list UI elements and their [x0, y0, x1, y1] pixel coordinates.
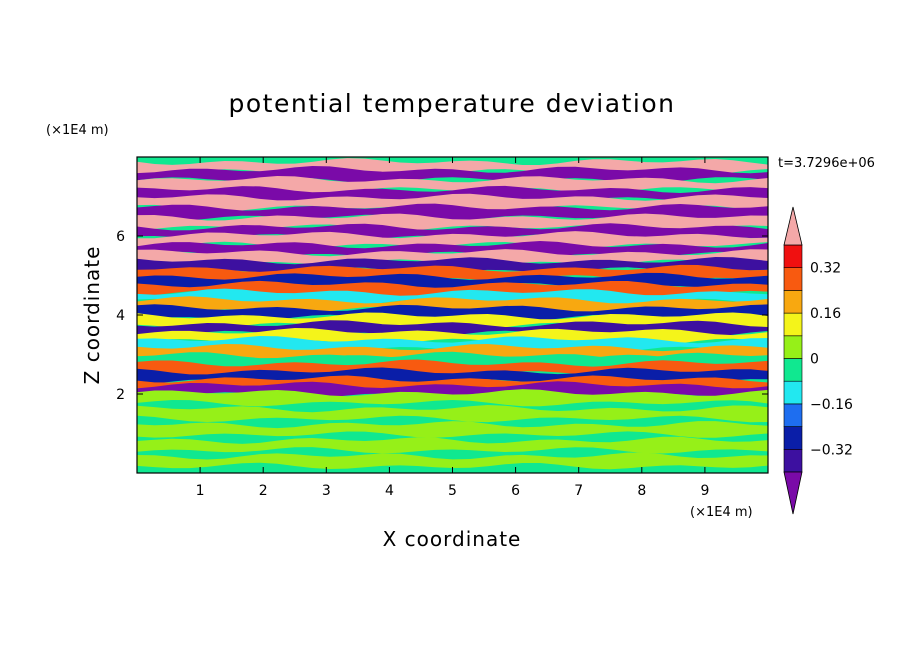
colorbar-segment [783, 358, 803, 382]
contour-band [137, 193, 768, 212]
x-tick-label: 6 [511, 483, 520, 499]
x-tick-label: 3 [322, 483, 331, 499]
colorbar [783, 206, 803, 515]
x-tick-label: 5 [448, 483, 457, 499]
plot-area [136, 156, 769, 474]
time-label: t=3.7296e+06 [778, 156, 875, 171]
z-unit-label: (×1E4 m) [46, 123, 109, 138]
colorbar-segment [783, 426, 803, 450]
colorbar-segment [783, 403, 803, 427]
colorbar-over-triangle [783, 206, 803, 246]
colorbar-segment [783, 380, 803, 405]
y-axis-ticks: 2 4 6 [116, 229, 768, 403]
contour-band [137, 304, 768, 322]
colorbar-tick-label: 0.32 [810, 261, 841, 277]
colorbar-tick-label: 0.16 [810, 306, 841, 322]
contour-band [137, 166, 768, 184]
chart-title: potential temperature deviation [229, 89, 676, 118]
y-tick-label: 4 [116, 308, 125, 324]
contour-band [137, 389, 768, 407]
colorbar-tick-label: −0.32 [810, 442, 853, 458]
y-tick-label: 6 [116, 229, 125, 245]
colorbar-segment [783, 267, 803, 291]
contour-band [137, 421, 768, 438]
colorbar-labels: 0.32 0.16 0 −0.16 −0.32 [810, 261, 853, 459]
y-axis-label: Z coordinate [80, 246, 104, 385]
x-tick-label: 2 [259, 483, 268, 499]
contour-band [137, 213, 768, 231]
colorbar-segment [783, 290, 803, 314]
x-unit-label: (×1E4 m) [690, 505, 753, 520]
x-axis-ticks: 1 2 3 4 5 6 7 8 9 [196, 157, 709, 499]
x-tick-label: 4 [385, 483, 394, 499]
colorbar-under-triangle [783, 471, 803, 515]
x-tick-label: 9 [700, 483, 709, 499]
contour-band [137, 452, 768, 470]
colorbar-segment [783, 244, 803, 269]
y-tick-label: 2 [116, 387, 125, 403]
x-tick-label: 8 [637, 483, 646, 499]
contour-bands [137, 158, 768, 470]
x-tick-label: 1 [196, 483, 205, 499]
contour-band [137, 351, 768, 370]
contour-band [137, 405, 768, 423]
colorbar-segment [783, 312, 803, 337]
x-axis-label: X coordinate [383, 527, 522, 551]
colorbar-segment [783, 335, 803, 359]
colorbar-segment [783, 448, 803, 473]
contour-band [137, 436, 768, 454]
x-tick-label: 7 [574, 483, 583, 499]
colorbar-tick-label: 0 [810, 352, 819, 368]
colorbar-tick-label: −0.16 [810, 397, 853, 413]
